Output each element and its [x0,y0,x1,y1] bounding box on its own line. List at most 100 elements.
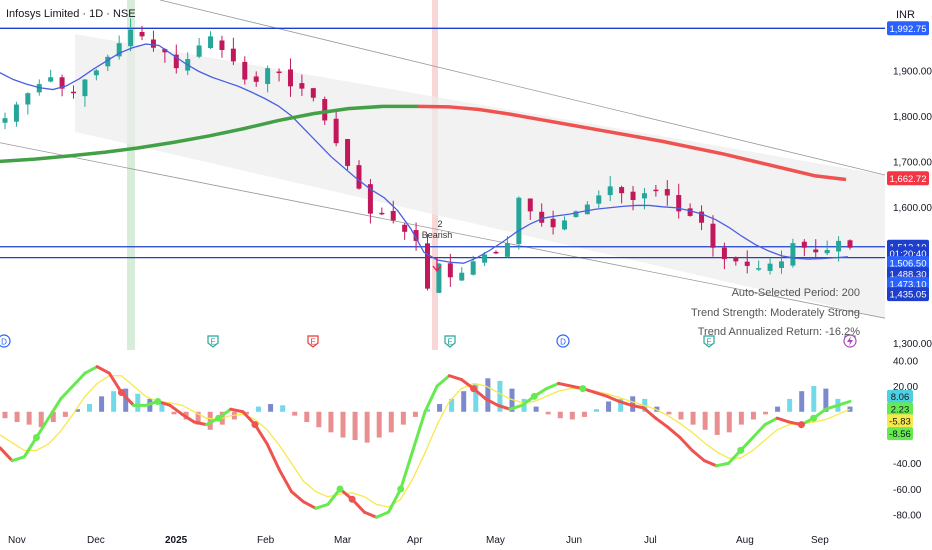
histogram-bar [714,411,720,435]
time-tick-label: Dec [87,535,105,546]
histogram-bar [497,380,503,412]
osc-badge: -5.83 [887,414,913,428]
candle-body [687,208,693,216]
candle-body [82,79,88,97]
candle [367,178,373,224]
event-marker-shape [703,335,715,348]
candle [230,37,236,66]
osc-badge-text: -5.83 [889,416,911,427]
macd-segment [666,425,682,439]
candle [253,71,259,87]
osc-tick-label: -60.00 [893,485,922,496]
histogram-bar [618,398,624,412]
candle-body [150,39,156,48]
candle [653,184,659,197]
macd-segment [642,406,658,420]
macd-segment [362,510,378,519]
event-marker: D [0,334,11,348]
candle-body [676,195,682,212]
histogram-bar [581,411,587,417]
histogram-bar [74,409,80,412]
macd-segment [265,442,281,472]
price-tick-label: 1,900.00 [893,66,932,77]
candle-body [276,71,282,74]
histogram-bar [352,411,358,441]
candle [744,250,750,274]
candle [824,240,830,256]
histogram-bar [750,411,756,420]
histogram-bar [811,386,817,412]
macd-segment [168,403,184,416]
candle [2,112,8,130]
osc-badge: 8.06 [887,389,913,403]
candle-body [470,261,476,275]
lightning-bolt [847,336,853,346]
candle [459,267,465,282]
histogram-bar [823,388,829,412]
currency-label[interactable]: INR [896,9,915,21]
cross-dot [32,434,40,441]
candle [116,35,122,60]
price-badge-text: 1,435.05 [890,290,927,301]
candle [550,210,556,235]
event-marker-shape [444,335,456,348]
candle-body [13,104,19,122]
price-tick-label: 1,300.00 [893,339,932,350]
ma-slow-line-new [417,104,847,182]
macd-segment [314,502,330,510]
cross-dot [117,388,125,396]
price-badge-text: 1,473.10 [890,280,927,291]
histogram-bar [412,411,418,417]
histogram-bar [594,409,599,412]
candle [13,101,19,127]
candle-body [128,29,134,47]
candle [345,138,351,170]
macd-segment [702,459,718,468]
candle-body [767,263,773,271]
macd-segment [229,407,245,414]
event-marker: E [703,335,715,348]
macd-segment [411,410,427,452]
event-marker-letter: E [310,338,315,347]
histogram-bar [304,411,310,423]
candle-body [516,197,522,245]
histogram-bar [87,404,92,412]
histogram-bar [400,411,406,425]
cross-dot [251,421,259,429]
candle-body [139,31,145,37]
candle [676,183,682,219]
macd-segment [59,384,75,401]
price-badge-text: 1,662.72 [890,174,927,185]
candle [425,233,430,291]
cross-dot [737,446,745,454]
candle [710,215,716,257]
macd-segment [447,374,463,382]
ma-fast-line [0,43,849,264]
candle [242,56,248,85]
macd-segment [253,423,269,446]
macd-segment [557,381,573,388]
price-badge-bg [887,287,929,302]
candle-body [390,210,396,221]
candle-body [619,187,625,194]
candle-body [173,54,179,69]
time-tick-label: Mar [334,535,352,546]
candle-body [744,261,750,266]
event-marker-shape [556,334,570,348]
histogram-bar [26,411,32,425]
candle-body [710,223,716,248]
osc-tick-label: -40.00 [893,459,922,470]
candle-body [664,189,670,196]
macd-segment [435,374,451,388]
candle [562,216,568,231]
time-tick-label: 2025 [165,535,188,546]
histogram-bar [775,406,781,412]
candle-body [790,243,796,266]
histogram-bar [388,411,394,433]
macd-segment [775,416,791,424]
osc-badge-bg [887,402,913,416]
histogram-bar [159,404,165,412]
candle [539,203,545,227]
histogram-bar [485,378,491,412]
